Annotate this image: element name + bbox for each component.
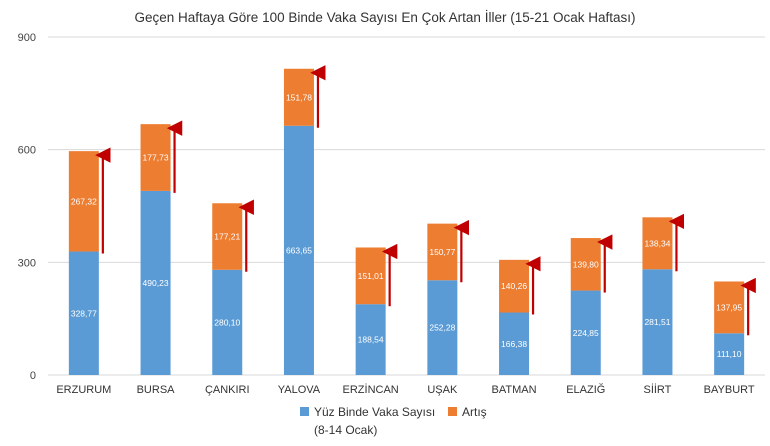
x-tick-label: BURSA: [137, 384, 176, 396]
bar-base-1: [140, 190, 171, 375]
data-label-base: 111,10: [717, 349, 742, 359]
increase-arrows: [95, 65, 756, 336]
data-label-increase: 151,78: [286, 92, 312, 102]
data-label-increase: 177,21: [214, 232, 240, 242]
chart-title: Geçen Haftaya Göre 100 Binde Vaka Sayısı…: [135, 10, 636, 25]
x-tick-label: UŞAK: [427, 384, 458, 396]
y-tick-label: 600: [18, 145, 36, 157]
bar-increase-3: [283, 68, 314, 126]
legend-label-cases-line2: (8-14 Ocak): [314, 423, 377, 437]
data-label-increase: 140,26: [501, 281, 527, 291]
bar-increase-7: [570, 238, 601, 291]
y-tick-label: 300: [18, 257, 36, 269]
bars: [68, 68, 745, 375]
data-label-base: 663,65: [286, 245, 312, 255]
x-tick-label: YALOVA: [278, 384, 321, 396]
bar-increase-8: [642, 217, 673, 270]
x-tick-label: BAYBURT: [704, 384, 755, 396]
bar-base-6: [499, 312, 530, 375]
data-label-increase: 139,80: [573, 259, 599, 269]
x-tick-label: SİİRT: [643, 383, 671, 396]
data-label-base: 490,23: [143, 278, 169, 288]
legend: Yüz Binde Vaka Sayısı (8-14 Ocak) Artış: [300, 405, 487, 437]
data-label-increase: 177,73: [143, 153, 169, 163]
data-label-increase: 138,34: [644, 238, 670, 248]
bar-increase-0: [68, 151, 99, 252]
bar-base-9: [714, 333, 745, 375]
bar-base-5: [427, 280, 458, 375]
bar-base-2: [212, 269, 243, 375]
bar-base-8: [642, 269, 673, 375]
data-label-base: 328,77: [71, 308, 97, 318]
bar-increase-9: [714, 281, 745, 334]
legend-swatch-cases: [300, 407, 309, 416]
x-tick-label: ÇANKIRI: [205, 384, 250, 396]
y-tick-label: 900: [18, 32, 36, 44]
data-label-base: 252,28: [429, 323, 455, 333]
bar-increase-4: [355, 247, 386, 305]
bar-increase-5: [427, 223, 458, 281]
bar-increase-1: [140, 124, 171, 191]
bar-increase-2: [212, 203, 243, 270]
data-label-base: 166,38: [501, 339, 527, 349]
data-label-increase: 267,32: [71, 196, 97, 206]
legend-swatch-increase: [448, 407, 457, 416]
data-labels: 328,77 267,32 490,23 177,73 280,10 177,21 663,…: [71, 92, 743, 359]
data-label-increase: 150,77: [429, 247, 455, 257]
bar-base-3: [283, 125, 314, 375]
x-tick-label: ELAZIĞ: [566, 383, 605, 396]
data-label-base: 280,10: [214, 317, 240, 327]
bar-base-7: [570, 290, 601, 375]
legend-label-increase: Artış: [462, 405, 487, 419]
data-label-base: 188,54: [358, 335, 384, 345]
bar-base-0: [68, 251, 99, 375]
data-label-base: 281,51: [644, 317, 670, 327]
data-label-increase: 151,01: [358, 271, 384, 281]
data-label-base: 224,85: [573, 328, 599, 338]
legend-label-cases-line1: Yüz Binde Vaka Sayısı: [314, 405, 435, 419]
x-tick-label: ERZURUM: [56, 384, 111, 396]
y-tick-label: 0: [30, 370, 36, 382]
data-label-increase: 137,95: [716, 302, 742, 312]
axis-labels: 0 300 600 900 ERZURUM BURSA ÇANKIRI YALOVA ERZİN…: [18, 32, 755, 396]
bar-base-4: [355, 304, 386, 375]
x-tick-label: BATMAN: [492, 384, 537, 396]
x-tick-label: ERZİNCAN: [343, 383, 399, 396]
bar-increase-6: [499, 259, 530, 313]
